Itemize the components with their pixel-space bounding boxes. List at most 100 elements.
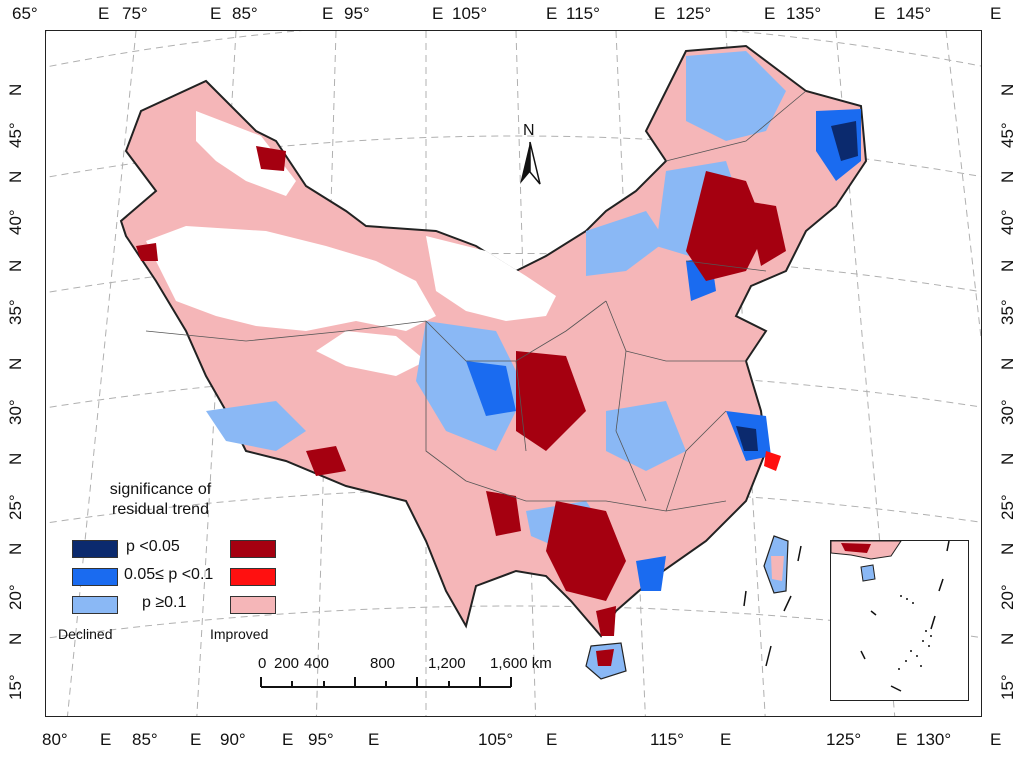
scale-label-400: 400 — [304, 655, 330, 672]
bottom-tick-90-dir: E — [282, 730, 294, 749]
bottom-tick-130-dir: E — [990, 730, 1002, 749]
bottom-tick-80: 80° — [42, 730, 68, 749]
hainan-red — [596, 649, 614, 666]
bottom-tick-105: 105° — [478, 730, 514, 749]
top-tick-105-dir: E — [546, 4, 558, 23]
inner-mongolia-desert — [426, 236, 556, 321]
province-boundaries — [145, 90, 807, 512]
left-tick-20: 20° — [6, 584, 25, 610]
top-tick-115-dir: E — [654, 4, 666, 23]
top-tick-125-dir: E — [764, 4, 776, 23]
bottom-tick-80-dir: E — [100, 730, 112, 749]
north-arrow-icon — [520, 141, 541, 185]
top-tick-145-dir: E — [990, 4, 1002, 23]
legend-improved-label: Improved — [210, 626, 269, 642]
right-tick-15: 15° — [998, 674, 1017, 700]
bottom-tick-90: 90° — [220, 730, 246, 749]
top-tick-75: 75° — [122, 4, 148, 23]
legend-label-p01: 0.05≤ p <0.1 — [124, 566, 214, 583]
left-tick-25: 25° — [6, 494, 25, 520]
scale-label-1200: 1,200 — [428, 655, 466, 672]
taiwan-pink — [771, 556, 784, 581]
top-tick-145: 145° — [896, 4, 932, 23]
bottom-tick-85-dir: E — [190, 730, 202, 749]
right-tick-30-dir: N — [998, 357, 1017, 370]
right-tick-25-dir: N — [998, 452, 1017, 465]
bottom-tick-115: 115° — [650, 730, 684, 749]
right-tick-35: 35° — [998, 299, 1017, 325]
left-tick-30: 30° — [6, 399, 25, 425]
legend-swatch-declined-p005 — [72, 540, 118, 558]
scale-bar-graphic — [260, 677, 512, 688]
south-china-sea-inset — [830, 540, 969, 701]
scale-label-200: 200 — [274, 655, 300, 672]
bottom-tick-95: 95° — [308, 730, 334, 749]
legend-label-p005: p <0.05 — [126, 538, 180, 555]
left-tick-15: 15° — [6, 674, 25, 700]
left-tick-40-dir: N — [6, 170, 25, 183]
map-frame — [45, 30, 982, 717]
bottom-tick-125: 125° — [826, 730, 862, 749]
left-tick-25-dir: N — [6, 452, 25, 465]
sea-border — [743, 545, 802, 667]
legend-title-line1: significance of — [109, 481, 212, 498]
left-tick-40: 40° — [6, 209, 25, 235]
left-tick-45: 45° — [6, 122, 25, 148]
xinjiang-desert — [146, 226, 436, 331]
legend-label-pge01: p ≥0.1 — [142, 594, 187, 611]
inset-map — [831, 541, 950, 692]
bottom-tick-115-dir: E — [720, 730, 732, 749]
right-tick-20-dir: N — [998, 542, 1017, 555]
right-tick-20: 20° — [998, 584, 1017, 610]
legend-declined-label: Declined — [58, 626, 113, 642]
legend-swatch-improved-p005 — [230, 540, 276, 558]
top-tick-85: 85° — [232, 4, 258, 23]
right-tick-40: 40° — [998, 209, 1017, 235]
right-tick-45: 45° — [998, 122, 1017, 148]
top-tick-65-dir: E — [98, 4, 110, 23]
china-land — [119, 44, 868, 680]
top-tick-95: 95° — [344, 4, 370, 23]
top-tick-85-dir: E — [322, 4, 334, 23]
left-tick-30-dir: N — [6, 357, 25, 370]
right-tick-15-dir: N — [998, 632, 1017, 645]
legend-swatch-declined-p01 — [72, 568, 118, 586]
left-tick-45-dir: N — [6, 83, 25, 96]
scale-bar: 0 200 400 800 1,200 1,600 km — [258, 655, 552, 691]
left-tick-15-dir: N — [6, 632, 25, 645]
top-tick-95-dir: E — [432, 4, 444, 23]
top-tick-105: 105° — [452, 4, 488, 23]
north-desert — [196, 111, 296, 196]
improved-regions — [136, 146, 786, 636]
top-tick-135: 135° — [786, 4, 822, 23]
legend-title-line2: residual trend — [112, 501, 209, 518]
right-tick-30: 30° — [998, 399, 1017, 425]
scale-label-1600: 1,600 km — [490, 655, 552, 672]
top-tick-125: 125° — [676, 4, 712, 23]
top-tick-75-dir: E — [210, 4, 222, 23]
bottom-tick-95-dir: E — [368, 730, 380, 749]
tibet-desert — [316, 331, 426, 376]
left-tick-20-dir: N — [6, 542, 25, 555]
top-tick-135-dir: E — [874, 4, 886, 23]
legend: significance of residual trend p <0.05 0… — [58, 478, 298, 648]
north-arrow: N — [512, 122, 548, 192]
right-tick-35-dir: N — [998, 259, 1017, 272]
left-tick-35: 35° — [6, 299, 25, 325]
legend-swatch-improved-pge01 — [230, 596, 276, 614]
top-tick-65: 65° — [12, 4, 38, 23]
scale-label-800: 800 — [370, 655, 396, 672]
bottom-tick-130: 130° — [916, 730, 952, 749]
scale-label-0: 0 — [258, 655, 267, 672]
right-tick-40-dir: N — [998, 170, 1017, 183]
top-tick-115: 115° — [566, 4, 600, 23]
bottom-tick-85: 85° — [132, 730, 158, 749]
left-tick-35-dir: N — [6, 259, 25, 272]
bottom-tick-125-dir: E — [896, 730, 908, 749]
right-tick-25: 25° — [998, 494, 1017, 520]
bottom-tick-105-dir: E — [546, 730, 558, 749]
map-canvas — [46, 31, 981, 716]
legend-swatch-improved-p01 — [230, 568, 276, 586]
right-tick-45-dir: N — [998, 83, 1017, 96]
legend-swatch-declined-pge01 — [72, 596, 118, 614]
